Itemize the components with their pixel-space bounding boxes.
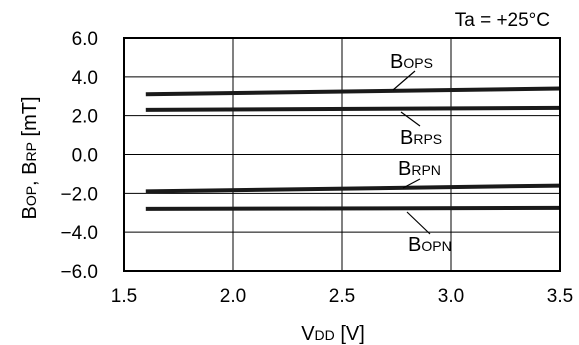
series-line xyxy=(145,205,561,211)
series-label-sub: RPS xyxy=(413,131,442,147)
series-line xyxy=(145,183,561,194)
series-line xyxy=(145,86,561,97)
y-tick-label: 0.0 xyxy=(72,146,98,167)
series-label: BRPN xyxy=(398,158,441,180)
leader-line xyxy=(406,211,431,235)
x-tick-label: 3.5 xyxy=(547,286,573,307)
x-axis-label-unit: [V] xyxy=(335,323,365,345)
leader-line xyxy=(402,178,421,189)
x-tick-label: 3.0 xyxy=(438,286,464,307)
y-tick-label: 4.0 xyxy=(72,68,98,89)
y-tick-label: −2.0 xyxy=(60,184,98,205)
y-tick-label: −4.0 xyxy=(60,223,98,244)
x-tick-label: 2.5 xyxy=(329,286,355,307)
series-label: BOPN xyxy=(408,234,452,256)
series-label: BOPS xyxy=(390,51,433,73)
condition-label: Ta = +25°C xyxy=(455,10,550,31)
series-lines xyxy=(145,86,561,211)
y-axis-label-a-main: B xyxy=(19,206,41,219)
y-tick-label: 6.0 xyxy=(72,29,98,50)
y-axis-label-unit: [mT] xyxy=(19,96,41,142)
x-tick-label: 1.5 xyxy=(111,286,137,307)
grid xyxy=(124,38,560,271)
x-tick-labels: 1.5 2.0 2.5 3.0 3.5 xyxy=(111,286,573,307)
series-label-main: B xyxy=(400,127,413,149)
leader-line xyxy=(400,111,421,127)
series-label-sub: OPS xyxy=(403,55,433,71)
x-tick-label: 2.0 xyxy=(220,286,246,307)
leader-line xyxy=(392,70,416,91)
plot-frame xyxy=(123,37,561,272)
y-tick-label: 2.0 xyxy=(72,107,98,128)
y-axis-label-b-main: B xyxy=(19,161,41,174)
x-axis-label: VDD [V] xyxy=(301,323,365,345)
series-label: BRPS xyxy=(400,127,442,149)
y-tick-labels: 6.0 4.0 2.0 0.0 −2.0 −4.0 −6.0 xyxy=(60,29,98,283)
x-axis-label-sub: DD xyxy=(315,327,335,343)
y-axis-label-a-sub: OP xyxy=(23,186,39,206)
series-line xyxy=(145,105,561,112)
series-label-sub: RPN xyxy=(411,162,441,178)
series-label-main: B xyxy=(390,51,403,73)
leader-lines xyxy=(392,70,431,235)
x-axis-label-main: V xyxy=(301,323,315,345)
series-label-main: B xyxy=(398,158,411,180)
y-axis-label-b-sub: RP xyxy=(23,142,39,161)
series-label-main: B xyxy=(408,234,421,256)
y-tick-label: −6.0 xyxy=(60,262,98,283)
y-axis-label-sep: , xyxy=(19,175,41,186)
y-axis-label: BOP, BRP [mT] xyxy=(19,96,41,219)
series-label-sub: OPN xyxy=(421,238,451,254)
